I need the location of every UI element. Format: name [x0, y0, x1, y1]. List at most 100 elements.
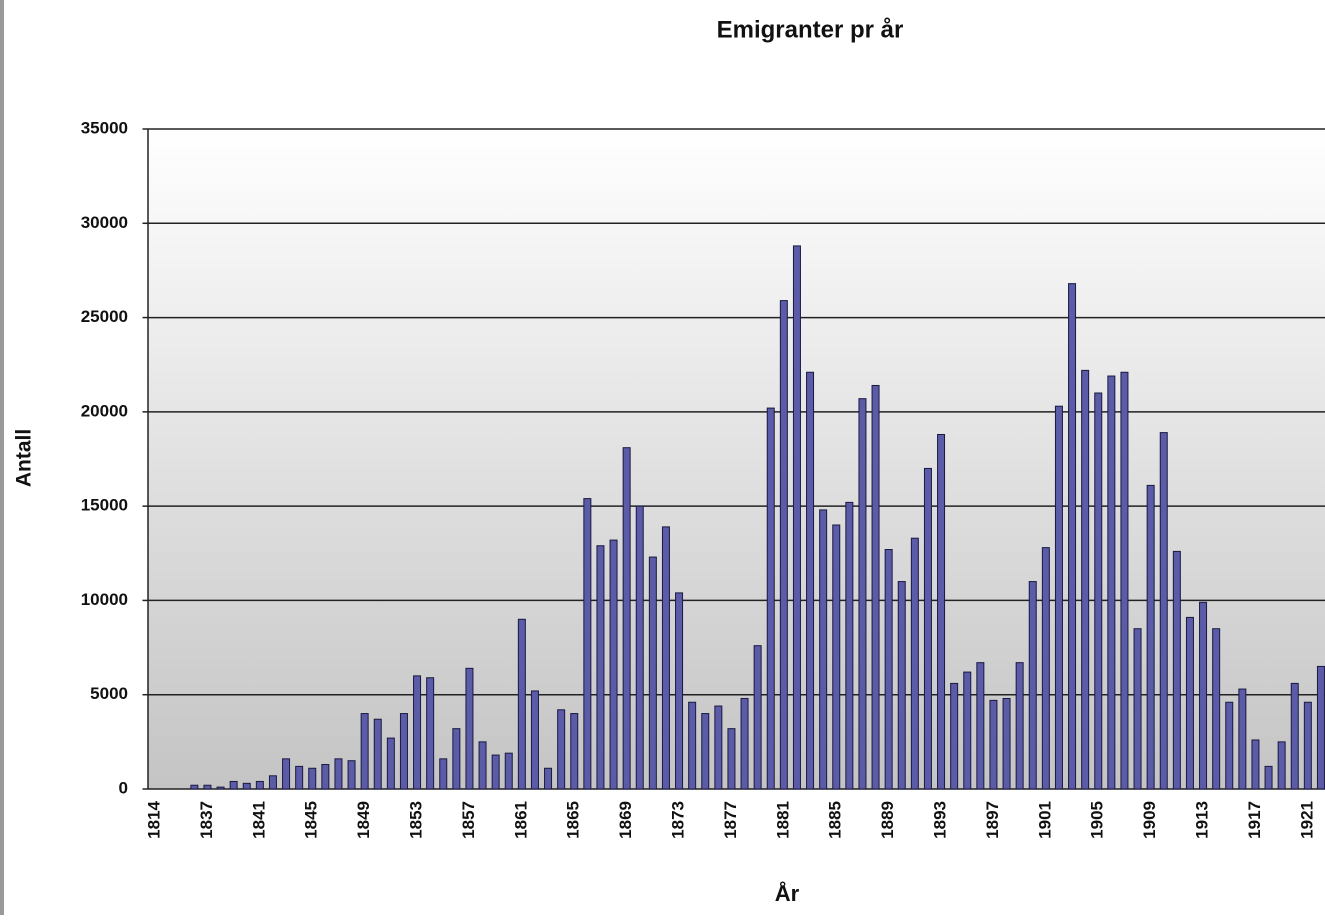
bar	[688, 701, 697, 790]
bar	[1028, 581, 1037, 790]
bar	[282, 758, 291, 790]
bar	[570, 713, 579, 790]
bar	[452, 728, 461, 790]
bar	[190, 784, 199, 790]
bar	[1199, 601, 1208, 790]
x-tick-label: 1837	[197, 801, 216, 839]
x-tick-label: 1905	[1088, 801, 1107, 839]
x-tick-label: 1881	[773, 801, 792, 839]
x-tick-label: 1917	[1245, 801, 1264, 839]
bar	[242, 782, 251, 790]
x-tick-label: 1913	[1193, 801, 1212, 839]
bar	[1002, 697, 1011, 790]
bar	[937, 433, 946, 790]
bar	[1081, 369, 1090, 790]
bar	[1041, 547, 1050, 790]
y-tick-label: 25000	[81, 307, 128, 326]
bar	[1212, 628, 1221, 790]
bar	[858, 398, 867, 790]
frame-edge	[0, 0, 4, 915]
bar	[530, 690, 539, 790]
y-tick-label: 20000	[81, 401, 128, 420]
bar	[334, 758, 343, 790]
bar	[1094, 392, 1103, 790]
bar	[648, 556, 657, 790]
bar	[478, 741, 487, 790]
bar	[976, 662, 985, 790]
bar	[792, 245, 801, 790]
y-axis-label: Antall	[13, 429, 36, 487]
x-tick-label: 1841	[249, 801, 268, 839]
bar	[386, 737, 395, 790]
y-tick-label: 15000	[81, 496, 128, 515]
x-tick-label: 1869	[616, 801, 635, 839]
bar	[753, 645, 762, 790]
bar	[701, 713, 710, 790]
bar	[1185, 616, 1194, 790]
bar	[714, 705, 723, 790]
bar	[1290, 682, 1299, 790]
bar	[373, 718, 382, 790]
y-tick-label: 35000	[81, 118, 128, 137]
bar	[1015, 662, 1024, 790]
x-tick-label: 1849	[354, 801, 373, 839]
bar	[308, 767, 317, 790]
bar	[622, 447, 631, 790]
bar	[897, 581, 906, 790]
x-tick-label: 1861	[511, 801, 530, 839]
bar	[491, 754, 500, 790]
y-tick-label: 10000	[81, 590, 128, 609]
x-tick-label: 1897	[983, 801, 1002, 839]
bar	[635, 505, 644, 790]
bar	[465, 667, 474, 790]
bar	[557, 709, 566, 790]
bar	[1054, 405, 1063, 790]
x-tick-label: 1865	[564, 801, 583, 839]
bar	[832, 524, 841, 790]
bar	[583, 498, 592, 790]
bar	[360, 713, 369, 790]
bar	[661, 526, 670, 790]
bar	[1159, 432, 1168, 790]
bar	[1133, 628, 1142, 790]
x-tick-label: 1845	[302, 801, 321, 839]
bar	[1107, 375, 1116, 790]
bar	[884, 549, 893, 790]
bar	[1251, 739, 1260, 790]
bar	[268, 775, 277, 790]
x-tick-label: 1889	[878, 801, 897, 839]
x-tick-label: 1909	[1140, 801, 1159, 839]
bar	[517, 618, 526, 790]
bar	[1172, 550, 1181, 790]
x-tick-label: 1921	[1297, 801, 1316, 839]
bar	[740, 697, 749, 790]
x-tick-label: 1901	[1035, 801, 1054, 839]
bar	[727, 728, 736, 790]
bar	[779, 300, 788, 790]
bar	[1316, 665, 1325, 790]
bar	[806, 371, 815, 790]
bar	[295, 765, 304, 790]
bar	[675, 592, 684, 790]
bar	[609, 539, 618, 790]
plot-area	[148, 129, 1325, 789]
bar	[203, 784, 212, 790]
bar	[1068, 283, 1077, 790]
bar	[910, 537, 919, 790]
bar	[216, 786, 225, 790]
bar	[413, 675, 422, 790]
bar	[766, 407, 775, 790]
x-tick-label: 1885	[826, 801, 845, 839]
bar	[321, 763, 330, 790]
x-tick-label: 1853	[407, 801, 426, 839]
bar	[819, 509, 828, 790]
chart-title: Emigranter pr år	[717, 16, 904, 43]
bar	[347, 760, 356, 790]
bar	[1120, 371, 1129, 790]
bar	[871, 384, 880, 790]
bar	[1238, 688, 1247, 790]
bar	[1146, 484, 1155, 790]
bar	[950, 682, 959, 790]
